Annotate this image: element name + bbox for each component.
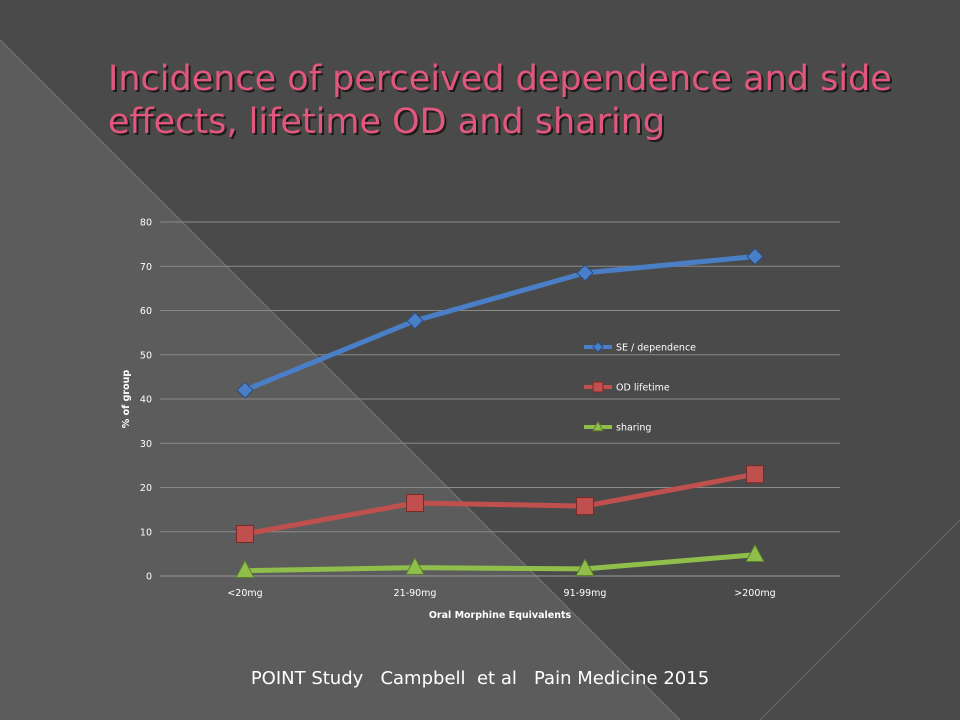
y-tick-label: 50 — [140, 350, 152, 361]
data-point — [745, 543, 765, 563]
slide-footer: POINT Study Campbell et al Pain Medicine… — [250, 668, 710, 689]
series-line — [242, 254, 758, 393]
data-point — [405, 556, 425, 575]
x-axis-title: Oral Morphine Equivalents — [429, 610, 572, 621]
data-point — [236, 381, 254, 399]
y-tick-label: 70 — [140, 262, 152, 273]
y-tick-label: 20 — [140, 483, 152, 494]
data-point — [236, 524, 254, 543]
slide-title: Incidence of perceived dependence and si… — [108, 59, 892, 142]
data-point — [406, 311, 424, 330]
x-tick-label: 21-90mg — [394, 588, 437, 599]
y-axis-title: % of group — [121, 370, 132, 429]
background-diagonal-line — [0, 39, 681, 720]
y-tick-label: 0 — [146, 572, 152, 583]
legend-marker — [592, 381, 604, 393]
series-line — [242, 471, 758, 537]
data-point — [406, 493, 424, 512]
data-point — [746, 465, 764, 484]
legend-label: SE / dependence — [616, 343, 696, 354]
background-corner-line — [759, 519, 960, 720]
data-point — [575, 557, 595, 577]
data-point — [746, 247, 764, 266]
y-tick-label: 10 — [140, 527, 152, 538]
data-point — [576, 264, 594, 282]
legend-marker — [592, 341, 604, 353]
data-point — [235, 559, 255, 578]
y-tick-label: 60 — [140, 306, 152, 317]
x-tick-label: 91-99mg — [564, 588, 607, 599]
x-tick-label: <20mg — [227, 588, 262, 599]
y-tick-label: 30 — [140, 439, 152, 450]
legend-label: sharing — [616, 423, 651, 434]
y-tick-label: 40 — [140, 395, 152, 406]
y-tick-label: 80 — [140, 218, 152, 229]
x-tick-label: >200mg — [734, 588, 775, 599]
legend-marker — [592, 420, 604, 432]
data-point — [576, 497, 594, 516]
series-line — [242, 552, 758, 574]
legend-label: OD lifetime — [616, 383, 670, 394]
